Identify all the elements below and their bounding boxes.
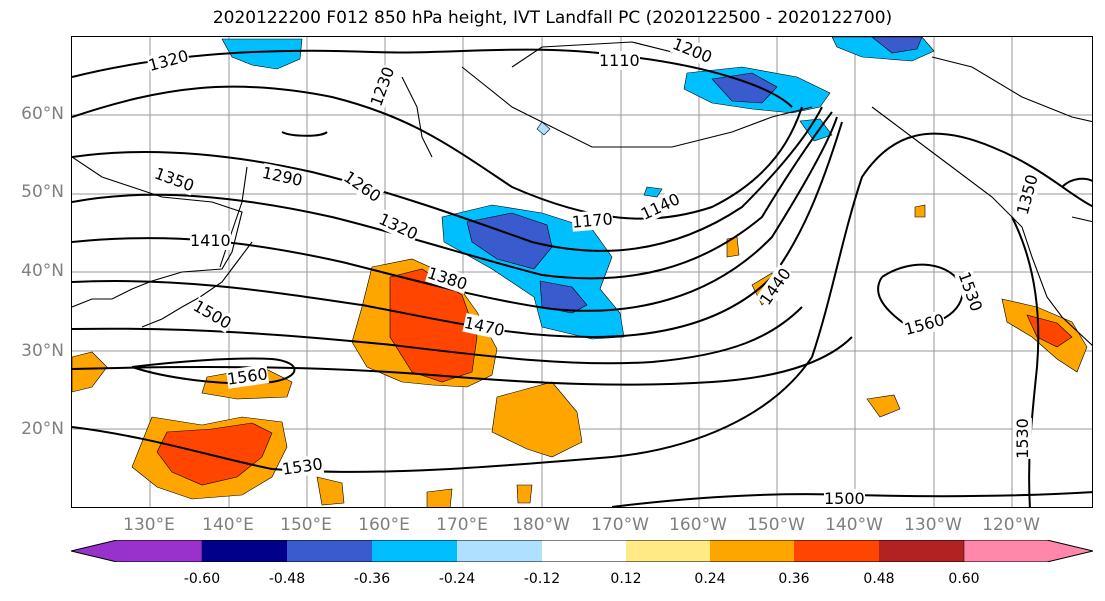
colorbar-tick: 0.60 — [948, 571, 980, 587]
contour-label: 1500 — [824, 489, 865, 508]
lon-label: 170°E — [436, 515, 488, 535]
lon-label: 160°W — [669, 515, 727, 535]
height-contours — [72, 48, 1092, 507]
lat-label-50: 50°N — [21, 182, 64, 202]
lat-label-40: 40°N — [21, 261, 64, 281]
colorbar-segment — [542, 540, 626, 562]
map-panel: 1320 1230 1200 1110 1350 1290 1260 1170 … — [71, 36, 1093, 508]
colorbar-segment — [626, 540, 710, 562]
lon-label: 130°E — [123, 515, 175, 535]
colorbar-tick: -0.24 — [438, 571, 476, 587]
contour-label: 1110 — [599, 51, 640, 70]
lon-label: 140°E — [202, 515, 254, 535]
ivt-positive-shading — [72, 204, 1088, 507]
coastlines — [72, 41, 1092, 346]
colorbar-tick: -0.60 — [183, 571, 221, 587]
lon-label: 120°W — [982, 515, 1040, 535]
colorbar-tick: -0.36 — [353, 571, 391, 587]
contour-label: 1170 — [571, 209, 614, 232]
map-canvas — [72, 37, 1092, 507]
lon-label: 130°W — [904, 515, 962, 535]
colorbar-tick: 0.48 — [863, 571, 895, 587]
colorbar-tick: 0.12 — [610, 571, 642, 587]
colorbar-tick: 0.24 — [694, 571, 726, 587]
colorbar-segment — [710, 540, 794, 562]
colorbar-segment — [457, 540, 542, 562]
colorbar-extend-low — [71, 540, 203, 562]
contour-label: 1410 — [190, 231, 231, 250]
lat-label-60: 60°N — [21, 104, 64, 124]
lon-label: 140°W — [825, 515, 883, 535]
lat-label-30: 30°N — [21, 341, 64, 361]
colorbar-segment — [202, 540, 287, 562]
lat-label-20: 20°N — [21, 419, 64, 439]
ivt-negative-shading — [221, 37, 935, 340]
colorbar-segment — [879, 540, 964, 562]
colorbar-tick: 0.36 — [778, 571, 810, 587]
contour-label: 1530 — [1012, 418, 1032, 459]
colorbar — [71, 540, 1093, 562]
colorbar-extend-high — [963, 540, 1093, 562]
lon-label: 150°W — [747, 515, 805, 535]
colorbar-segment — [794, 540, 879, 562]
colorbar-tick: -0.48 — [268, 571, 306, 587]
map-title: 2020122200 F012 850 hPa height, IVT Land… — [212, 8, 893, 28]
lon-label: 170°W — [591, 515, 649, 535]
colorbar-segment — [287, 540, 372, 562]
colorbar-tick: -0.12 — [523, 571, 561, 587]
lon-label: 160°E — [358, 515, 410, 535]
lon-label: 150°E — [280, 515, 332, 535]
colorbar-segment — [372, 540, 457, 562]
lon-label: 180°W — [512, 515, 570, 535]
